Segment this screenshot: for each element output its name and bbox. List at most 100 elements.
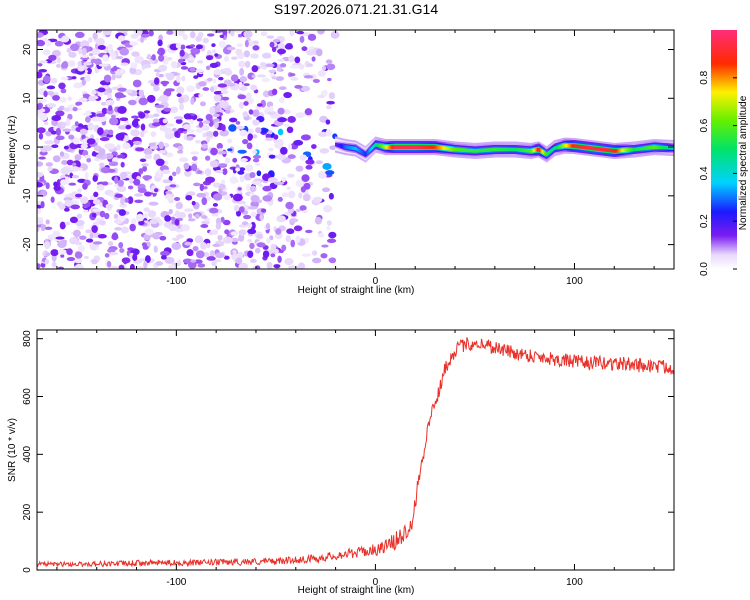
ridge-segment xyxy=(634,147,637,152)
ridge-segment xyxy=(566,143,569,148)
ridge-segment xyxy=(611,148,614,153)
spectrogram-speckle xyxy=(239,76,248,83)
ridge-segment xyxy=(458,147,461,152)
spectrogram-speckle xyxy=(91,225,98,234)
spectrogram-speckle xyxy=(255,265,261,269)
spectrogram-speckle xyxy=(78,97,88,103)
spectrogram-speckle xyxy=(166,72,175,81)
spectrogram-speckle xyxy=(175,166,181,175)
ridge-segment xyxy=(556,145,559,150)
spectrogram-speckle xyxy=(77,60,82,67)
ridge-segment xyxy=(571,144,574,148)
ridge-segment xyxy=(482,148,484,153)
ridge-segment xyxy=(633,147,636,152)
spectrogram-speckle xyxy=(138,97,149,106)
spectrogram-speckle xyxy=(174,210,181,218)
spectrogram-speckle xyxy=(322,163,332,170)
spectrogram-speckle xyxy=(109,192,115,198)
spectrogram-speckle xyxy=(129,66,137,75)
spectrogram-speckle xyxy=(176,150,184,154)
spectrogram-speckle xyxy=(129,41,139,46)
ridge-segment xyxy=(371,145,374,150)
spectrogram-speckle xyxy=(201,143,209,149)
spectrogram-speckle xyxy=(44,226,53,231)
spectrogram-speckle xyxy=(250,258,257,263)
spectrogram-speckle xyxy=(107,129,114,136)
spectrogram-speckle xyxy=(283,123,290,127)
spectrogram-speckle xyxy=(92,32,98,40)
spectrogram-speckle xyxy=(52,94,61,101)
ridge-segment xyxy=(444,146,447,151)
ridge-segment xyxy=(336,143,339,147)
spectrogram-speckle xyxy=(295,165,304,172)
ridge-segment xyxy=(342,144,345,149)
spectrogram-speckle xyxy=(44,259,49,265)
spectrogram-speckle xyxy=(147,210,157,218)
spectrogram-speckle xyxy=(119,248,125,253)
spectrogram-speckle xyxy=(325,129,333,137)
spectrogram-speckle xyxy=(215,222,222,230)
ridge-segment xyxy=(653,145,656,149)
spectrogram-speckle xyxy=(65,118,71,127)
spectrogram-speckle xyxy=(213,118,220,123)
spectrogram-speckle xyxy=(70,204,81,210)
spectrogram-speckle xyxy=(194,213,200,219)
spectrogram-speckle xyxy=(166,30,174,35)
spectrogram-speckle xyxy=(134,193,144,197)
spectrogram-speckle xyxy=(116,154,126,159)
spectrogram-speckle xyxy=(64,221,71,226)
ridge-segment xyxy=(560,144,563,149)
ridge-segment xyxy=(358,149,361,153)
spectrogram-speckle xyxy=(256,103,263,107)
spectrogram-speckle xyxy=(73,82,82,89)
spectrogram-speckle xyxy=(274,142,283,149)
spectrogram-speckle xyxy=(195,250,205,259)
spectrogram-speckle xyxy=(248,206,258,210)
spectrogram-speckle xyxy=(56,56,61,64)
spectrogram-speckle xyxy=(174,196,181,202)
spectrogram-speckle xyxy=(261,77,271,83)
ridge-segment xyxy=(544,151,546,155)
spectrogram-speckle xyxy=(236,43,243,48)
ridge-segment xyxy=(399,145,402,149)
ridge-segment xyxy=(640,146,643,151)
spectrogram-speckle xyxy=(189,67,196,72)
spectrogram-speckle xyxy=(168,224,179,232)
ridge-segment xyxy=(373,143,376,148)
spectrogram-speckle xyxy=(268,69,277,73)
spectrogram-speckle xyxy=(75,101,83,106)
spectrogram-speckle xyxy=(300,134,311,141)
spectrogram-speckle xyxy=(252,154,262,159)
spectrogram-speckle xyxy=(120,197,125,205)
spectrogram-speckle xyxy=(55,236,65,240)
spectrogram-speckle xyxy=(132,253,138,262)
ridge-segment xyxy=(644,146,647,150)
spectrogram-speckle xyxy=(149,218,159,225)
spectrogram-speckle xyxy=(222,168,228,175)
spectrogram-speckle xyxy=(311,250,318,256)
spectrogram-speckle xyxy=(128,99,137,106)
spectrogram-speckle xyxy=(312,257,322,264)
ridge-segment xyxy=(488,148,490,152)
spectrogram-speckle xyxy=(213,259,222,263)
spectrogram-speckle xyxy=(51,119,59,127)
spectrogram-speckle xyxy=(280,146,288,155)
spectrogram-speckle xyxy=(97,233,107,239)
spectrogram-speckle xyxy=(327,77,332,82)
spectrogram-speckle xyxy=(326,220,332,226)
ridge-segment xyxy=(516,147,518,152)
spectrogram-speckle xyxy=(127,185,134,190)
ridge-segment xyxy=(472,149,474,153)
spectrogram-speckle xyxy=(260,31,268,37)
spectrogram-speckle xyxy=(223,255,230,260)
spectrogram-speckle xyxy=(168,175,173,182)
colorbar-label: Normalized spectral amplitude xyxy=(738,95,749,230)
spectrogram-speckle xyxy=(50,77,58,84)
spectrogram-speckle xyxy=(151,54,156,61)
ridge-segment xyxy=(413,145,416,149)
ridge-segment xyxy=(426,145,429,149)
spectrogram-speckle xyxy=(155,72,160,77)
spectrogram-speckle xyxy=(198,94,204,98)
snr-xtick-label: 100 xyxy=(566,577,583,588)
spectrogram-speckle xyxy=(235,125,245,130)
